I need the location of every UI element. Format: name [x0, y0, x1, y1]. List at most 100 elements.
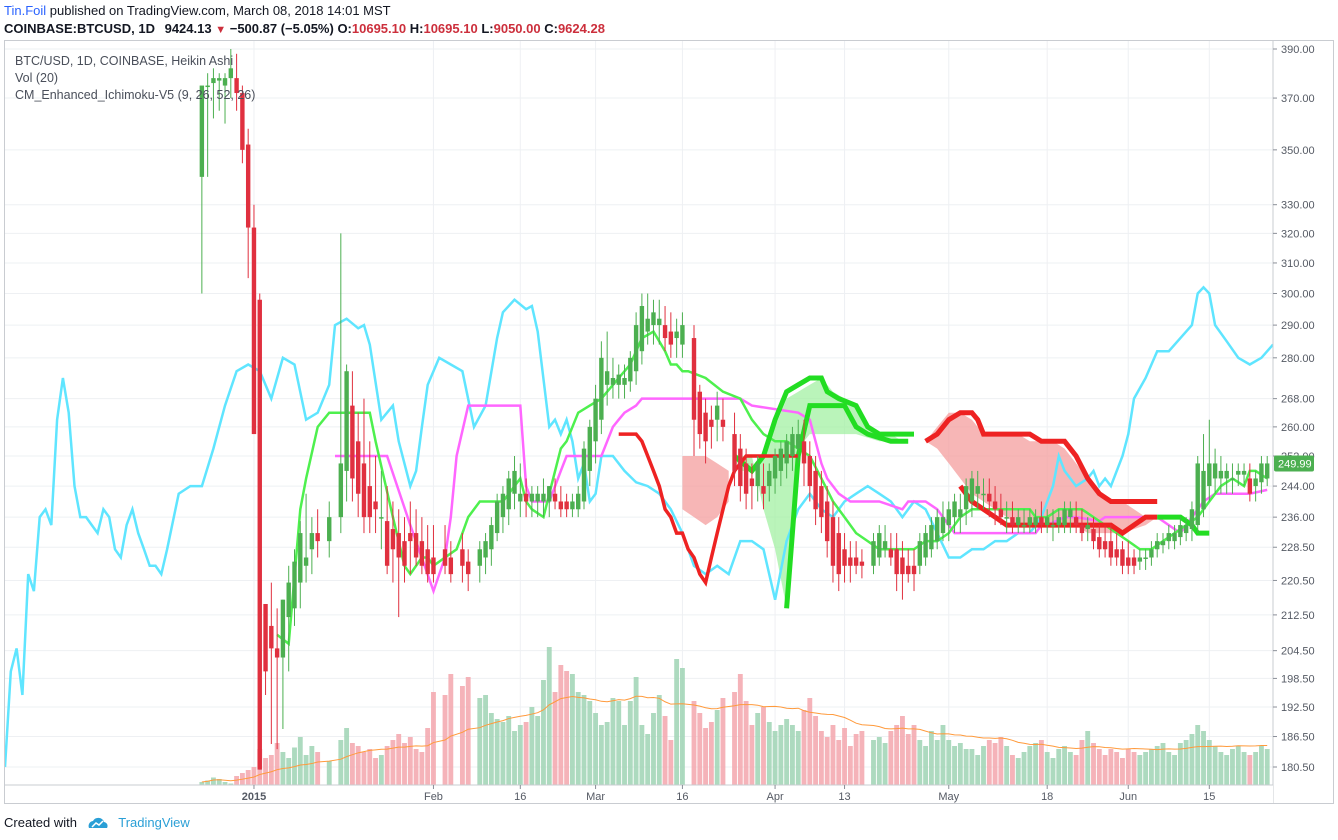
candle-body: [1126, 557, 1131, 566]
candle: [419, 517, 425, 575]
candle-body: [772, 456, 778, 479]
volume-bar: [645, 734, 651, 785]
candle: [222, 73, 228, 124]
volume-bar: [459, 686, 465, 785]
candle: [929, 517, 934, 558]
volume-bar: [900, 716, 905, 785]
candle-body: [529, 493, 535, 502]
volume-bar: [981, 746, 986, 785]
volume-bar: [1079, 740, 1085, 785]
candle: [1131, 549, 1137, 575]
candle-body: [674, 331, 679, 339]
volume-bar: [969, 749, 975, 785]
senkou-span-a-lower-line: [784, 403, 909, 609]
candle: [558, 486, 564, 518]
candle-body: [199, 85, 205, 177]
volume-bar: [1015, 758, 1021, 785]
price-tick-label: 198.50: [1281, 673, 1315, 685]
time-axis-bg: [5, 785, 1273, 803]
candle-body: [1183, 525, 1189, 534]
price-tick-label: 330.00: [1281, 200, 1315, 212]
volume-bar: [1038, 740, 1044, 785]
close-value: 9624.28: [557, 21, 605, 36]
candle-body: [1207, 463, 1212, 487]
down-triangle-icon: ▼: [215, 24, 227, 36]
low-value: 9050.00: [493, 21, 541, 36]
candle-body: [796, 434, 801, 449]
candle: [1172, 525, 1177, 550]
candle: [1265, 456, 1270, 487]
volume-bar: [512, 731, 517, 785]
volume-bar: [749, 725, 755, 785]
volume-bar: [274, 743, 280, 785]
volume-bar: [940, 725, 946, 785]
candle: [303, 493, 309, 583]
candle-body: [1073, 517, 1079, 526]
price-tick-label: 310.00: [1281, 258, 1315, 270]
price-tick-label: 244.00: [1281, 481, 1315, 493]
volume-bar: [766, 722, 772, 785]
candle: [286, 565, 291, 672]
volume-bar: [211, 777, 216, 785]
chart-frame[interactable]: 180.50 186.50 192.50 198.50 204.50 212.50 220.…: [4, 40, 1334, 804]
candle: [327, 501, 332, 558]
volume-bar: [1212, 746, 1218, 785]
candle: [477, 541, 482, 583]
candle-body: [1010, 517, 1015, 526]
candle: [448, 541, 454, 583]
time-tick-label: 2015: [242, 791, 266, 803]
volume-bar: [541, 680, 546, 785]
candle: [1183, 517, 1189, 542]
price-change: −500.87 (−5.05%): [229, 21, 334, 36]
candle: [720, 398, 726, 442]
volume-bar: [888, 731, 894, 785]
chikou-span-line: [5, 285, 1274, 768]
volume-bar: [859, 731, 865, 785]
legend-volume: Vol (20): [15, 71, 59, 85]
time-tick-label: Mar: [586, 791, 605, 803]
volume-bar: [975, 755, 981, 785]
candle-body: [1062, 509, 1067, 526]
price-chart[interactable]: 180.50 186.50 192.50 198.50 204.50 212.50 220.…: [5, 41, 1334, 804]
candle: [940, 501, 946, 542]
candle: [512, 456, 517, 510]
volume-bar: [477, 698, 483, 785]
candle-body: [245, 144, 251, 228]
candle: [917, 533, 923, 575]
volume-bar: [662, 716, 668, 785]
tradingview-brand-link[interactable]: TradingView: [118, 815, 190, 830]
candle-body: [1155, 541, 1160, 550]
candle: [350, 371, 355, 502]
candle-body: [309, 533, 315, 550]
volume-bar: [286, 758, 292, 785]
candle: [1108, 525, 1114, 566]
candle-body: [552, 493, 558, 502]
candle-body: [402, 541, 407, 566]
candle: [408, 501, 413, 575]
volume-bar: [871, 740, 876, 785]
candle-body: [1085, 525, 1090, 530]
volume-bar: [1085, 731, 1091, 785]
candle: [894, 533, 899, 592]
volume-bar: [720, 698, 726, 785]
candle-body: [576, 493, 581, 510]
volume-bar: [616, 701, 622, 785]
candle: [946, 501, 951, 542]
candle-body: [830, 517, 836, 566]
candle-body: [361, 463, 367, 518]
candle-body: [489, 525, 494, 550]
candle: [1050, 509, 1056, 542]
volume-bar: [1033, 743, 1039, 785]
volume-bar: [315, 752, 321, 785]
volume-bar: [338, 740, 344, 785]
candle: [315, 509, 320, 558]
volume-bar: [529, 707, 535, 785]
candle: [425, 525, 430, 583]
candle-body: [992, 501, 998, 510]
volume-bar: [1091, 743, 1096, 785]
volume-bar: [703, 728, 709, 785]
candle: [1155, 533, 1160, 558]
candle: [1114, 533, 1119, 566]
publisher-link[interactable]: Tin.Foil: [4, 3, 47, 18]
candle: [1004, 501, 1009, 534]
